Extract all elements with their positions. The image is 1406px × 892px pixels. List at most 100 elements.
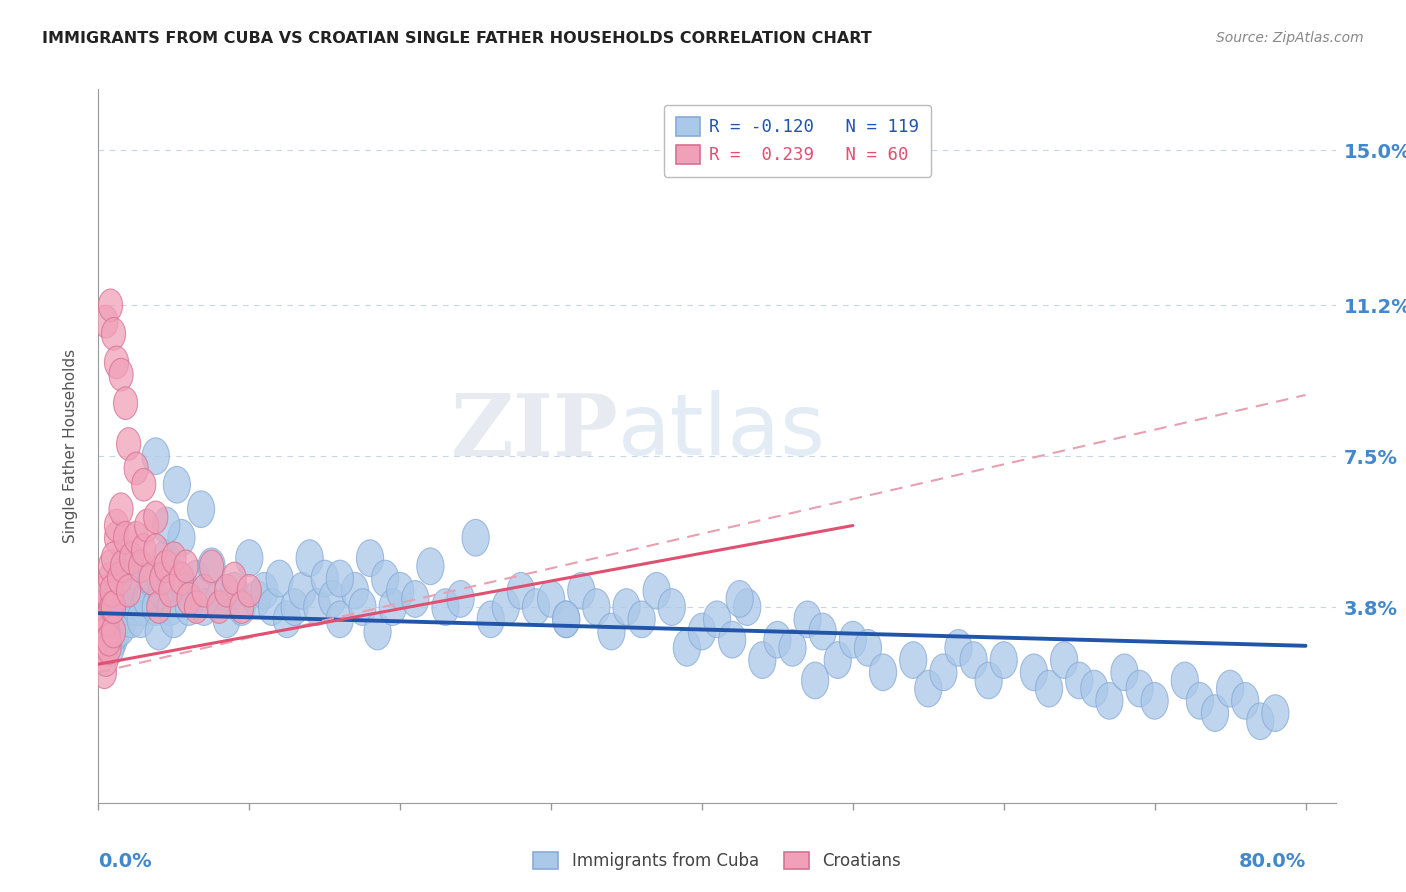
Ellipse shape xyxy=(553,601,579,638)
Ellipse shape xyxy=(673,630,700,666)
Y-axis label: Single Father Households: Single Father Households xyxy=(63,349,77,543)
Ellipse shape xyxy=(198,548,225,584)
Ellipse shape xyxy=(124,452,148,484)
Ellipse shape xyxy=(1111,654,1137,690)
Ellipse shape xyxy=(371,560,399,597)
Ellipse shape xyxy=(114,387,138,419)
Ellipse shape xyxy=(96,615,120,648)
Ellipse shape xyxy=(94,305,118,338)
Ellipse shape xyxy=(808,613,837,650)
Ellipse shape xyxy=(238,574,262,607)
Ellipse shape xyxy=(100,622,127,658)
Ellipse shape xyxy=(176,589,202,625)
Ellipse shape xyxy=(734,589,761,625)
Ellipse shape xyxy=(112,560,139,597)
Ellipse shape xyxy=(118,601,145,638)
Ellipse shape xyxy=(110,493,134,525)
Ellipse shape xyxy=(184,591,208,624)
Ellipse shape xyxy=(1247,703,1274,739)
Ellipse shape xyxy=(477,601,505,638)
Ellipse shape xyxy=(326,560,353,597)
Ellipse shape xyxy=(288,573,316,609)
Ellipse shape xyxy=(273,601,301,638)
Ellipse shape xyxy=(132,468,156,501)
Ellipse shape xyxy=(492,589,519,625)
Ellipse shape xyxy=(101,591,125,624)
Ellipse shape xyxy=(104,509,128,541)
Ellipse shape xyxy=(297,540,323,576)
Ellipse shape xyxy=(416,548,444,584)
Legend: Immigrants from Cuba, Croatians: Immigrants from Cuba, Croatians xyxy=(527,845,907,877)
Ellipse shape xyxy=(103,613,131,650)
Ellipse shape xyxy=(703,601,731,638)
Text: Source: ZipAtlas.com: Source: ZipAtlas.com xyxy=(1216,31,1364,45)
Ellipse shape xyxy=(177,582,201,615)
Ellipse shape xyxy=(107,609,135,646)
Ellipse shape xyxy=(1216,670,1244,707)
Ellipse shape xyxy=(319,581,346,617)
Ellipse shape xyxy=(628,601,655,638)
Ellipse shape xyxy=(97,624,121,656)
Ellipse shape xyxy=(990,641,1018,679)
Ellipse shape xyxy=(1095,682,1123,719)
Ellipse shape xyxy=(304,589,330,625)
Ellipse shape xyxy=(725,581,754,617)
Ellipse shape xyxy=(148,573,176,609)
Text: 0.0%: 0.0% xyxy=(98,852,152,871)
Ellipse shape xyxy=(718,622,745,658)
Ellipse shape xyxy=(447,581,474,617)
Ellipse shape xyxy=(402,581,429,617)
Ellipse shape xyxy=(146,591,172,624)
Ellipse shape xyxy=(101,541,125,574)
Ellipse shape xyxy=(553,601,579,638)
Ellipse shape xyxy=(311,560,339,597)
Ellipse shape xyxy=(1171,662,1198,698)
Ellipse shape xyxy=(97,601,124,638)
Ellipse shape xyxy=(236,540,263,576)
Ellipse shape xyxy=(200,550,224,582)
Ellipse shape xyxy=(122,589,149,625)
Ellipse shape xyxy=(1081,670,1108,707)
Ellipse shape xyxy=(794,601,821,638)
Ellipse shape xyxy=(101,318,125,351)
Ellipse shape xyxy=(387,573,413,609)
Ellipse shape xyxy=(112,589,139,625)
Ellipse shape xyxy=(1232,682,1258,719)
Ellipse shape xyxy=(1201,695,1229,731)
Ellipse shape xyxy=(167,519,195,556)
Ellipse shape xyxy=(207,591,231,624)
Ellipse shape xyxy=(93,632,117,665)
Ellipse shape xyxy=(824,641,852,679)
Ellipse shape xyxy=(139,562,163,595)
Ellipse shape xyxy=(228,589,256,625)
Ellipse shape xyxy=(97,630,124,666)
Ellipse shape xyxy=(143,501,167,533)
Ellipse shape xyxy=(869,654,897,690)
Ellipse shape xyxy=(349,589,375,625)
Ellipse shape xyxy=(508,573,534,609)
Ellipse shape xyxy=(107,562,132,595)
Ellipse shape xyxy=(97,632,121,665)
Ellipse shape xyxy=(281,589,308,625)
Ellipse shape xyxy=(100,581,127,617)
Ellipse shape xyxy=(432,589,458,625)
Ellipse shape xyxy=(1021,654,1047,690)
Ellipse shape xyxy=(153,540,180,576)
Ellipse shape xyxy=(149,562,174,595)
Ellipse shape xyxy=(598,613,626,650)
Ellipse shape xyxy=(128,550,153,582)
Ellipse shape xyxy=(259,589,285,625)
Ellipse shape xyxy=(326,601,353,638)
Ellipse shape xyxy=(1066,662,1092,698)
Ellipse shape xyxy=(98,289,122,322)
Ellipse shape xyxy=(222,562,246,595)
Ellipse shape xyxy=(523,589,550,625)
Ellipse shape xyxy=(160,601,187,638)
Ellipse shape xyxy=(689,613,716,650)
Ellipse shape xyxy=(142,589,169,625)
Ellipse shape xyxy=(131,589,157,625)
Ellipse shape xyxy=(153,508,180,544)
Ellipse shape xyxy=(104,346,128,379)
Ellipse shape xyxy=(763,622,792,658)
Ellipse shape xyxy=(120,541,143,574)
